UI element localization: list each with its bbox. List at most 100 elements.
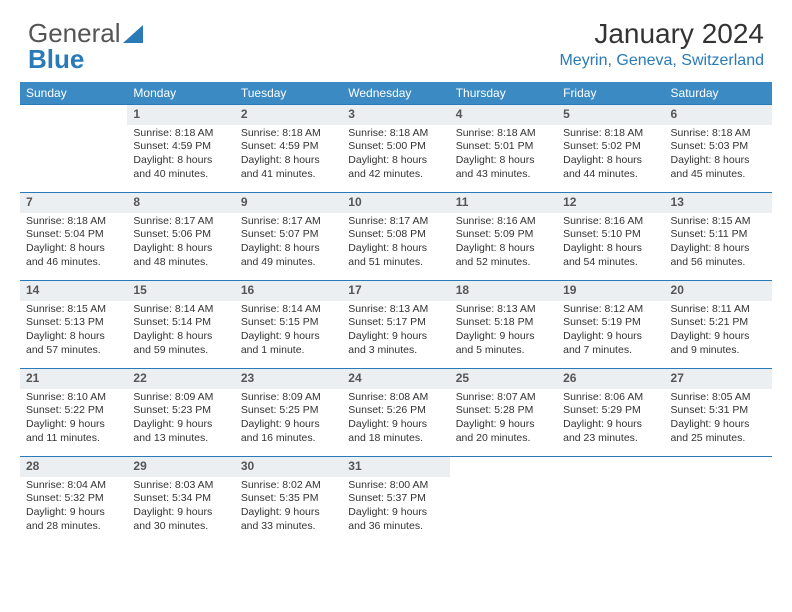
calendar-empty-cell: [557, 457, 664, 545]
location-label: Meyrin, Geneva, Switzerland: [559, 52, 764, 70]
day-number: 27: [665, 369, 772, 389]
daylight-line1: Daylight: 8 hours: [348, 154, 443, 168]
day-body: Sunrise: 8:18 AMSunset: 5:00 PMDaylight:…: [342, 125, 449, 186]
sunrise-text: Sunrise: 8:08 AM: [348, 391, 443, 405]
calendar-week-row: 1Sunrise: 8:18 AMSunset: 4:59 PMDaylight…: [20, 105, 772, 193]
day-body: Sunrise: 8:18 AMSunset: 4:59 PMDaylight:…: [127, 125, 234, 186]
sunrise-text: Sunrise: 8:17 AM: [241, 215, 336, 229]
calendar-day-cell: 13Sunrise: 8:15 AMSunset: 5:11 PMDayligh…: [665, 193, 772, 281]
daylight-line2: and 1 minute.: [241, 344, 336, 358]
day-body: Sunrise: 8:17 AMSunset: 5:08 PMDaylight:…: [342, 213, 449, 274]
day-number: 24: [342, 369, 449, 389]
daylight-line1: Daylight: 9 hours: [26, 506, 121, 520]
sunset-text: Sunset: 5:28 PM: [456, 404, 551, 418]
daylight-line2: and 7 minutes.: [563, 344, 658, 358]
calendar-day-cell: 26Sunrise: 8:06 AMSunset: 5:29 PMDayligh…: [557, 369, 664, 457]
daylight-line1: Daylight: 9 hours: [133, 506, 228, 520]
day-body: Sunrise: 8:03 AMSunset: 5:34 PMDaylight:…: [127, 477, 234, 538]
sunrise-text: Sunrise: 8:06 AM: [563, 391, 658, 405]
daylight-line2: and 13 minutes.: [133, 432, 228, 446]
day-body: Sunrise: 8:18 AMSunset: 5:01 PMDaylight:…: [450, 125, 557, 186]
calendar-day-cell: 16Sunrise: 8:14 AMSunset: 5:15 PMDayligh…: [235, 281, 342, 369]
calendar-week-row: 21Sunrise: 8:10 AMSunset: 5:22 PMDayligh…: [20, 369, 772, 457]
calendar-week-row: 28Sunrise: 8:04 AMSunset: 5:32 PMDayligh…: [20, 457, 772, 545]
day-body: Sunrise: 8:11 AMSunset: 5:21 PMDaylight:…: [665, 301, 772, 362]
daylight-line1: Daylight: 9 hours: [671, 418, 766, 432]
daylight-line2: and 16 minutes.: [241, 432, 336, 446]
daylight-line2: and 42 minutes.: [348, 168, 443, 182]
sunrise-text: Sunrise: 8:13 AM: [456, 303, 551, 317]
sunset-text: Sunset: 5:32 PM: [26, 492, 121, 506]
day-body: Sunrise: 8:08 AMSunset: 5:26 PMDaylight:…: [342, 389, 449, 450]
sunset-text: Sunset: 4:59 PM: [133, 140, 228, 154]
sunset-text: Sunset: 5:31 PM: [671, 404, 766, 418]
sunrise-text: Sunrise: 8:14 AM: [241, 303, 336, 317]
daylight-line1: Daylight: 9 hours: [241, 506, 336, 520]
sunrise-text: Sunrise: 8:03 AM: [133, 479, 228, 493]
calendar-table: SundayMondayTuesdayWednesdayThursdayFrid…: [20, 82, 772, 545]
day-body: Sunrise: 8:13 AMSunset: 5:17 PMDaylight:…: [342, 301, 449, 362]
calendar-week-row: 14Sunrise: 8:15 AMSunset: 5:13 PMDayligh…: [20, 281, 772, 369]
day-number: 22: [127, 369, 234, 389]
daylight-line1: Daylight: 9 hours: [456, 330, 551, 344]
sunset-text: Sunset: 5:15 PM: [241, 316, 336, 330]
day-number: 13: [665, 193, 772, 213]
sunset-text: Sunset: 5:26 PM: [348, 404, 443, 418]
sunset-text: Sunset: 5:37 PM: [348, 492, 443, 506]
day-number: 20: [665, 281, 772, 301]
month-title: January 2024: [559, 18, 764, 50]
day-number: 14: [20, 281, 127, 301]
sunset-text: Sunset: 5:22 PM: [26, 404, 121, 418]
day-number: 3: [342, 105, 449, 125]
calendar-week-row: 7Sunrise: 8:18 AMSunset: 5:04 PMDaylight…: [20, 193, 772, 281]
day-number: 9: [235, 193, 342, 213]
daylight-line1: Daylight: 8 hours: [456, 242, 551, 256]
daylight-line2: and 52 minutes.: [456, 256, 551, 270]
sunrise-text: Sunrise: 8:18 AM: [563, 127, 658, 141]
daylight-line1: Daylight: 8 hours: [563, 154, 658, 168]
day-number: 17: [342, 281, 449, 301]
day-number: 2: [235, 105, 342, 125]
daylight-line1: Daylight: 9 hours: [456, 418, 551, 432]
calendar-day-cell: 21Sunrise: 8:10 AMSunset: 5:22 PMDayligh…: [20, 369, 127, 457]
day-number: 29: [127, 457, 234, 477]
daylight-line2: and 54 minutes.: [563, 256, 658, 270]
day-number: 28: [20, 457, 127, 477]
sunrise-text: Sunrise: 8:18 AM: [348, 127, 443, 141]
sunrise-text: Sunrise: 8:15 AM: [26, 303, 121, 317]
daylight-line2: and 9 minutes.: [671, 344, 766, 358]
sunset-text: Sunset: 5:35 PM: [241, 492, 336, 506]
sunrise-text: Sunrise: 8:18 AM: [671, 127, 766, 141]
day-body: Sunrise: 8:18 AMSunset: 5:03 PMDaylight:…: [665, 125, 772, 186]
calendar-day-cell: 31Sunrise: 8:00 AMSunset: 5:37 PMDayligh…: [342, 457, 449, 545]
day-number: 30: [235, 457, 342, 477]
sunrise-text: Sunrise: 8:11 AM: [671, 303, 766, 317]
daylight-line2: and 48 minutes.: [133, 256, 228, 270]
weekday-header: Wednesday: [342, 82, 449, 105]
day-number: 8: [127, 193, 234, 213]
daylight-line1: Daylight: 9 hours: [133, 418, 228, 432]
daylight-line2: and 25 minutes.: [671, 432, 766, 446]
logo-triangle-icon: [123, 25, 143, 43]
daylight-line2: and 57 minutes.: [26, 344, 121, 358]
day-number: 1: [127, 105, 234, 125]
day-body: Sunrise: 8:13 AMSunset: 5:18 PMDaylight:…: [450, 301, 557, 362]
calendar-day-cell: 25Sunrise: 8:07 AMSunset: 5:28 PMDayligh…: [450, 369, 557, 457]
sunset-text: Sunset: 5:17 PM: [348, 316, 443, 330]
sunset-text: Sunset: 5:07 PM: [241, 228, 336, 242]
day-number: 16: [235, 281, 342, 301]
calendar-day-cell: 5Sunrise: 8:18 AMSunset: 5:02 PMDaylight…: [557, 105, 664, 193]
daylight-line1: Daylight: 9 hours: [241, 418, 336, 432]
daylight-line2: and 59 minutes.: [133, 344, 228, 358]
sunrise-text: Sunrise: 8:17 AM: [348, 215, 443, 229]
day-body: Sunrise: 8:17 AMSunset: 5:07 PMDaylight:…: [235, 213, 342, 274]
sunrise-text: Sunrise: 8:16 AM: [563, 215, 658, 229]
sunrise-text: Sunrise: 8:10 AM: [26, 391, 121, 405]
sunrise-text: Sunrise: 8:05 AM: [671, 391, 766, 405]
calendar-empty-cell: [450, 457, 557, 545]
sunrise-text: Sunrise: 8:02 AM: [241, 479, 336, 493]
day-number: 25: [450, 369, 557, 389]
day-number: 23: [235, 369, 342, 389]
daylight-line1: Daylight: 9 hours: [26, 418, 121, 432]
weekday-header: Sunday: [20, 82, 127, 105]
